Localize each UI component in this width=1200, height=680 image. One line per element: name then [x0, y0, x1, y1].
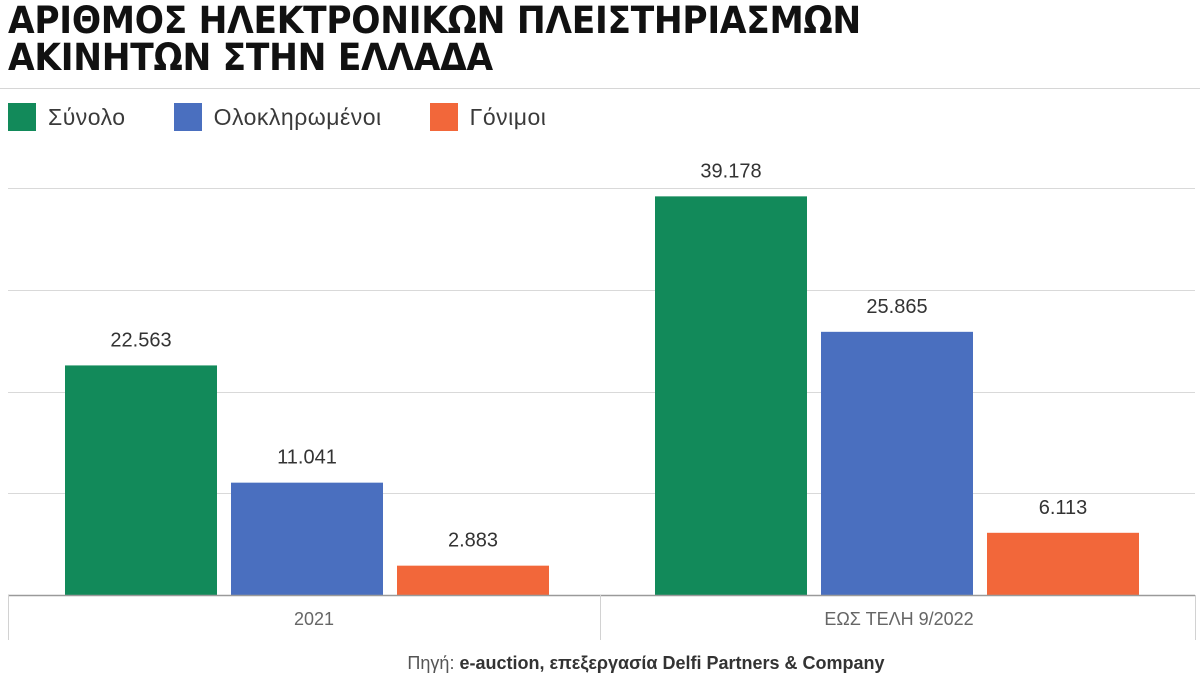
bar — [65, 365, 217, 595]
source-text: e-auction, επεξεργασία Delfi Partners & … — [459, 653, 885, 673]
chart-title-line-2: ΑΚΙΝΗΤΩΝ ΣΤΗΝ ΕΛΛΑΔΑ — [8, 36, 493, 79]
bar-value-label: 11.041 — [277, 447, 337, 469]
legend-swatch-fertile — [429, 103, 458, 131]
legend-item-fertile: Γόνιμοι — [429, 103, 547, 131]
bar-value-label: 2.883 — [448, 530, 498, 552]
bar — [397, 565, 549, 595]
x-tick-label: ΕΩΣ ΤΕΛΗ 9/2022 — [824, 609, 973, 629]
title-divider — [0, 88, 1200, 89]
source-note: Πηγή: e-auction, επεξεργασία Delfi Partn… — [0, 653, 1200, 674]
bar-value-label: 25.865 — [866, 296, 927, 318]
bar-value-label: 39.178 — [700, 160, 761, 182]
bar — [655, 196, 807, 596]
bar-value-label: 6.113 — [1039, 497, 1088, 519]
legend-swatch-completed — [173, 103, 202, 131]
bar — [987, 532, 1139, 595]
bar-chart: 22.563 11.041 2.883 39.178 25.865 6.113 2021 ΕΩ… — [8, 160, 1196, 640]
bar — [231, 482, 383, 595]
bar — [821, 331, 973, 595]
x-tick-label: 2021 — [294, 609, 334, 629]
legend-label-fertile: Γόνιμοι — [469, 103, 547, 130]
legend-item-completed: Ολοκληρωμένοι — [173, 103, 382, 131]
chart-title: ΑΡΙΘΜΟΣ ΗΛΕΚΤΡΟΝΙΚΩΝ ΠΛΕΙΣΤΗΡΙΑΣΜΩΝ ΑΚΙΝ… — [8, 2, 1105, 76]
chart-title-line-1: ΑΡΙΘΜΟΣ ΗΛΕΚΤΡΟΝΙΚΩΝ ΠΛΕΙΣΤΗΡΙΑΣΜΩΝ — [8, 0, 861, 42]
bar-value-label: 22.563 — [110, 329, 171, 351]
legend-label-total: Σύνολο — [48, 103, 126, 130]
legend-item-total: Σύνολο — [8, 103, 126, 131]
source-prefix: Πηγή: — [407, 653, 455, 673]
legend-label-completed: Ολοκληρωμένοι — [213, 103, 382, 130]
legend: Σύνολο Ολοκληρωμένοι Γόνιμοι — [8, 102, 594, 132]
legend-swatch-total — [8, 103, 36, 131]
